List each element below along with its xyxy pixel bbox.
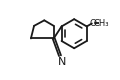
Text: CH₃: CH₃ <box>93 19 109 28</box>
Text: N: N <box>58 57 66 67</box>
Text: O: O <box>90 19 97 28</box>
